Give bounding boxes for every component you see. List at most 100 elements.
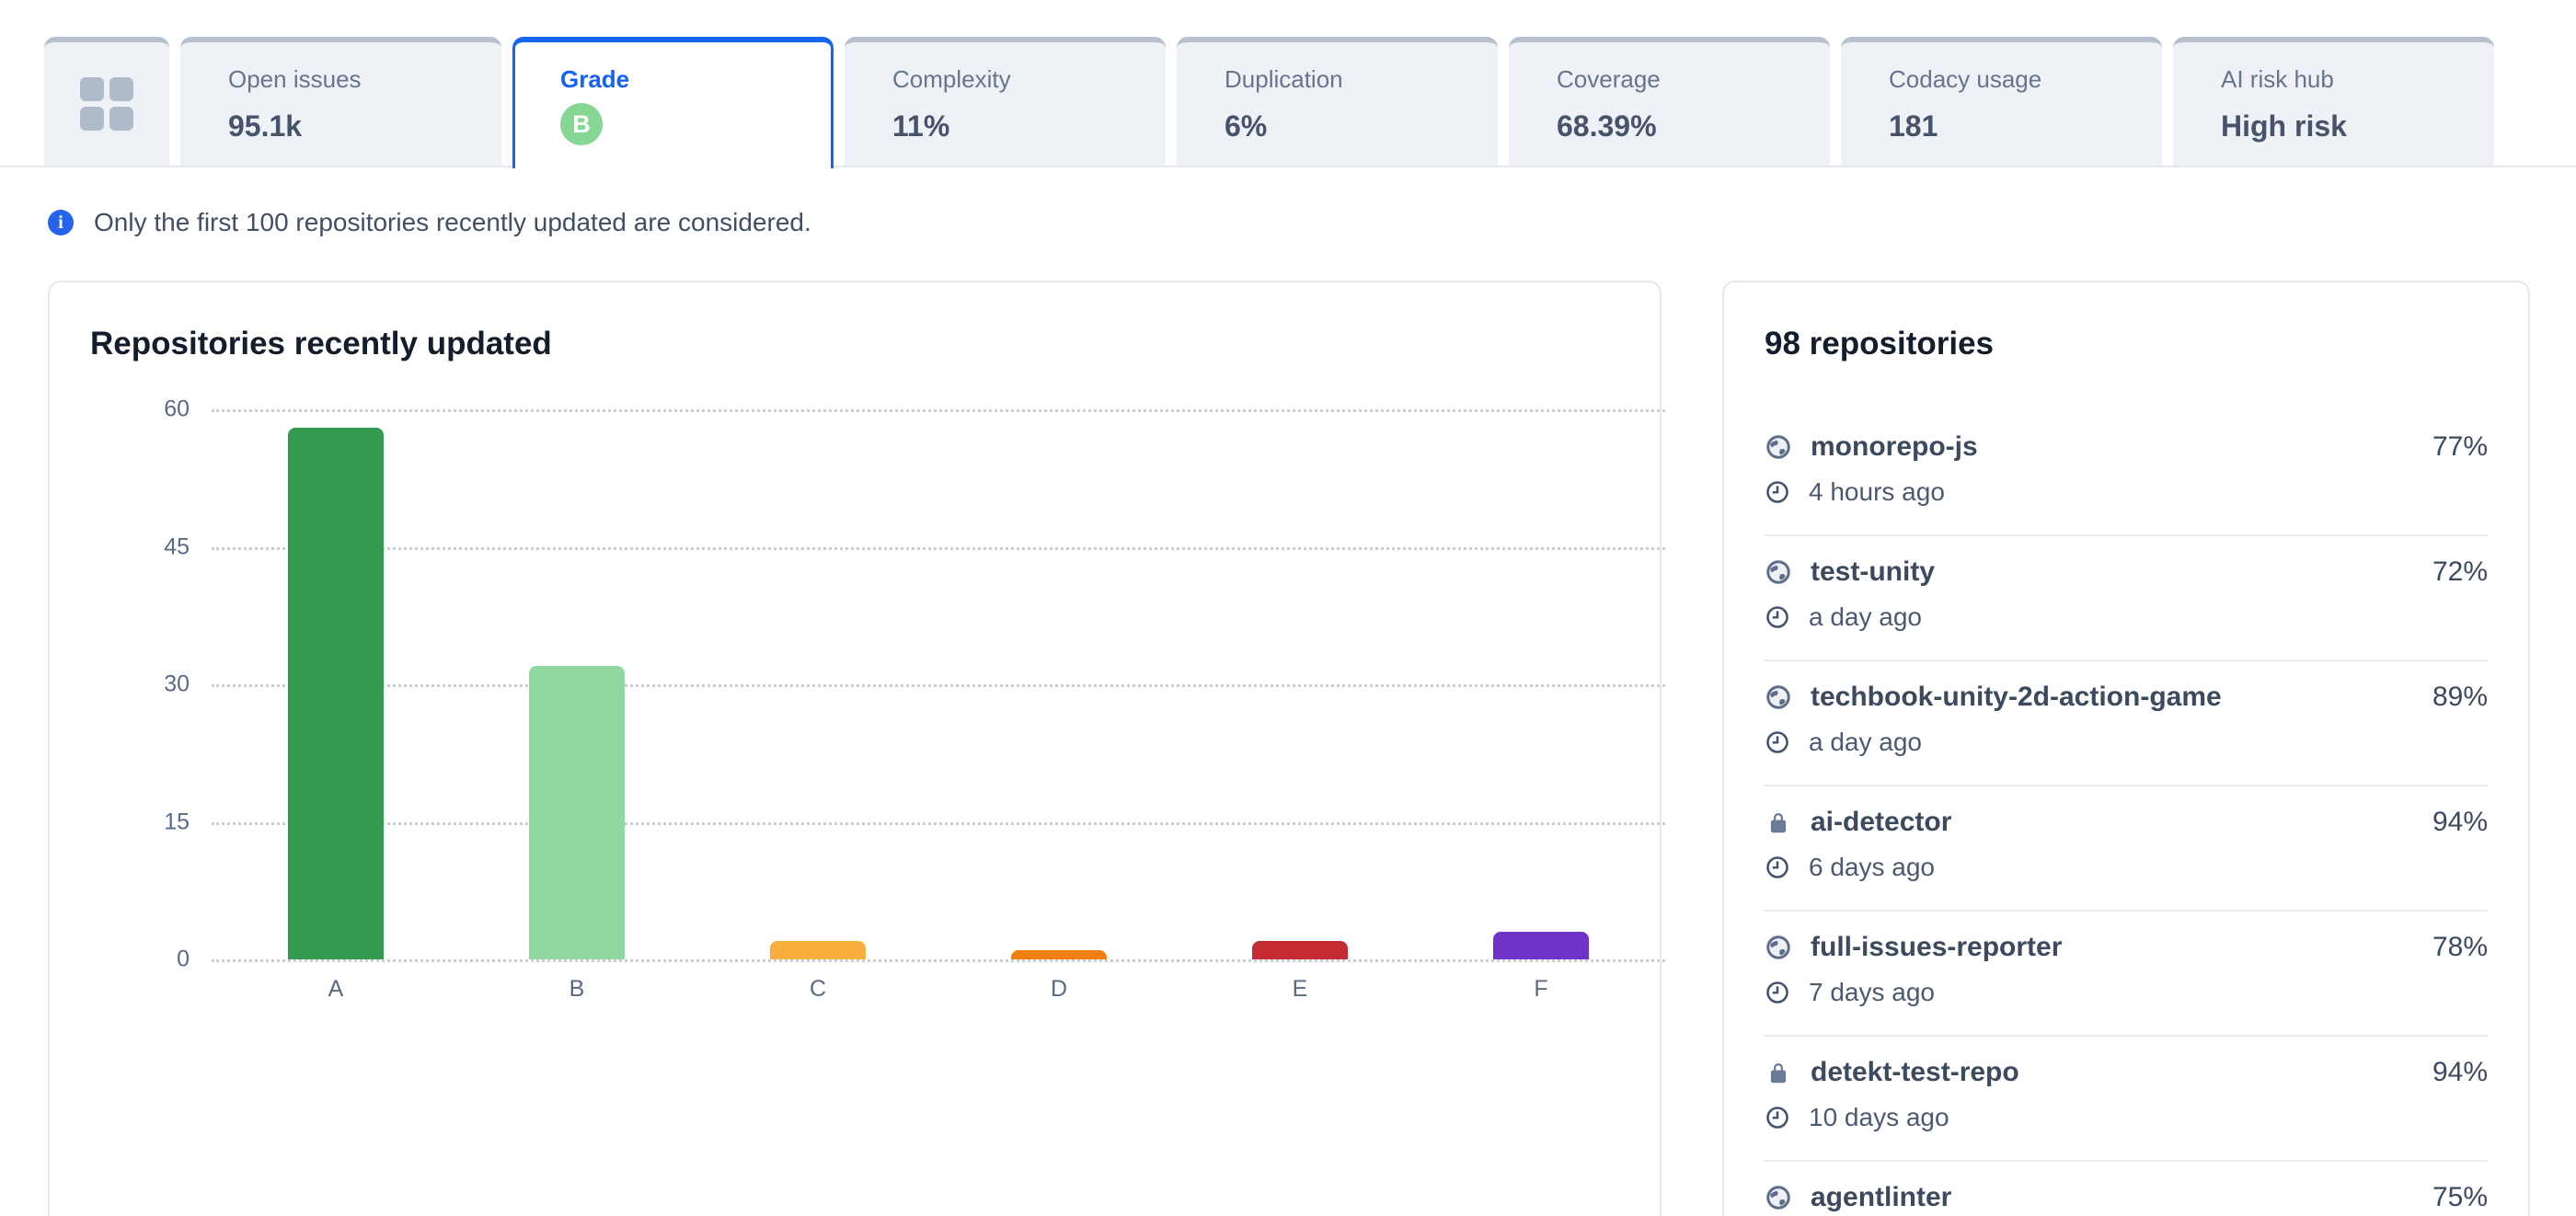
repository-grade-percent: 94%: [2432, 807, 2488, 837]
tab-grade[interactable]: Grade B: [512, 37, 834, 168]
repository-grade-percent: 94%: [2432, 1057, 2488, 1087]
globe-icon: [1765, 558, 1792, 586]
tab-label: Codacy usage: [1889, 65, 2042, 93]
repository-updated-time: a day ago: [1809, 728, 1922, 756]
globe-icon: [1765, 1184, 1792, 1211]
globe-icon: [1765, 934, 1792, 961]
repository-grade-percent: 77%: [2432, 431, 2488, 462]
tab-label: Coverage: [1557, 65, 1661, 93]
tab-duplication[interactable]: Duplication 6%: [1177, 37, 1498, 166]
repository-main-line: techbook-unity-2d-action-game 89%: [1765, 680, 2488, 715]
repository-main-line: monorepo-js 77%: [1765, 430, 2488, 465]
repository-main-line: agentlinter 75%: [1765, 1180, 2488, 1215]
chart-gridline: [212, 821, 1665, 825]
tab-value: 181: [1889, 109, 1938, 143]
repository-updated-line: 10 days ago: [1765, 1103, 2488, 1132]
repository-name[interactable]: agentlinter: [1811, 1182, 1952, 1212]
tab-label: Grade: [560, 65, 630, 93]
tab-overview[interactable]: [44, 37, 169, 166]
repositories-card: 98 repositories monorepo-js 77% 4 hours ag…: [1722, 281, 2530, 1216]
repository-updated-line: a day ago: [1765, 728, 2488, 757]
repository-row[interactable]: test-unity 72% a day ago: [1765, 536, 2488, 661]
y-axis-tick: 30: [164, 671, 190, 697]
repository-list: monorepo-js 77% 4 hours ago test-unity 72% a …: [1765, 411, 2488, 1216]
y-axis-tick: 15: [164, 809, 190, 834]
repository-updated-time: 4 hours ago: [1809, 477, 1945, 506]
metric-tabbar: Open issues 95.1k Grade B Complexity 11% Dupli…: [44, 37, 2494, 168]
repository-updated-time: 7 days ago: [1809, 978, 1935, 1006]
clock-icon: [1765, 980, 1790, 1005]
repository-grade-percent: 78%: [2432, 932, 2488, 962]
grade-b-badge: B: [560, 103, 603, 145]
chart-card: Repositories recently updated 0 15 30 45 60 A…: [48, 281, 1665, 1216]
tab-codacy-usage[interactable]: Codacy usage 181: [1841, 37, 2162, 166]
x-axis-label: A: [328, 976, 344, 1002]
repository-grade-percent: 72%: [2432, 556, 2488, 587]
repository-grade-percent: 89%: [2432, 682, 2488, 712]
repository-grade-percent: 75%: [2432, 1182, 2488, 1212]
tab-ai-risk-hub[interactable]: AI risk hub High risk: [2173, 37, 2494, 166]
y-axis-tick: 0: [177, 946, 190, 972]
grade-bar-f: [1493, 932, 1589, 959]
repositories-count-title: 98 repositories: [1765, 326, 1994, 361]
repository-row[interactable]: monorepo-js 77% 4 hours ago: [1765, 411, 2488, 536]
clock-icon: [1765, 729, 1790, 755]
chart-gridline: [212, 409, 1665, 412]
repository-name[interactable]: detekt-test-repo: [1811, 1057, 2019, 1087]
repository-name[interactable]: full-issues-reporter: [1811, 932, 2063, 962]
repository-main-line: test-unity 72%: [1765, 555, 2488, 590]
grade-bar-d: [1011, 950, 1107, 959]
tab-value: 68.39%: [1557, 109, 1657, 143]
x-axis-label: E: [1292, 976, 1308, 1002]
tab-value: High risk: [2221, 109, 2347, 143]
repository-row[interactable]: ai-detector 94% 6 days ago: [1765, 786, 2488, 912]
grade-bar-c: [770, 941, 866, 959]
tab-value: 6%: [1225, 109, 1268, 143]
grade-bar-b: [529, 666, 625, 959]
repository-updated-line: 6 days ago: [1765, 853, 2488, 882]
repository-updated-time: 6 days ago: [1809, 853, 1935, 881]
globe-icon: [1765, 683, 1792, 711]
x-axis-label: C: [809, 976, 827, 1002]
grid-overview-icon: [80, 77, 133, 131]
clock-icon: [1765, 604, 1790, 630]
chart-gridline: [212, 684, 1665, 687]
repository-updated-time: a day ago: [1809, 602, 1922, 631]
tab-complexity[interactable]: Complexity 11%: [845, 37, 1166, 166]
repository-row[interactable]: detekt-test-repo 94% 10 days ago: [1765, 1037, 2488, 1162]
repository-main-line: detekt-test-repo 94%: [1765, 1055, 2488, 1090]
tab-value: 95.1k: [228, 109, 303, 143]
x-axis-label: F: [1534, 976, 1548, 1002]
tab-label: Complexity: [892, 65, 1011, 93]
repository-updated-line: 4 hours ago: [1765, 477, 2488, 507]
grade-bar-a: [288, 428, 384, 959]
tab-label: Duplication: [1225, 65, 1343, 93]
globe-icon: [1765, 433, 1792, 461]
repository-name[interactable]: test-unity: [1811, 556, 1935, 587]
repository-updated-time: 10 days ago: [1809, 1103, 1949, 1131]
tabbar-divider: [0, 166, 2576, 167]
repository-row[interactable]: techbook-unity-2d-action-game 89% a day ag…: [1765, 661, 2488, 786]
repository-updated-line: 7 days ago: [1765, 978, 2488, 1007]
repository-row[interactable]: agentlinter 75%: [1765, 1162, 2488, 1216]
tab-value: 11%: [892, 109, 950, 143]
tab-label: AI risk hub: [2221, 65, 2334, 93]
repository-name[interactable]: ai-detector: [1811, 807, 1952, 837]
clock-icon: [1765, 1105, 1790, 1130]
info-icon: i: [48, 210, 74, 235]
tab-label: Open issues: [228, 65, 362, 93]
chart-title: Repositories recently updated: [90, 326, 552, 361]
y-axis-tick: 45: [164, 533, 190, 559]
clock-icon: [1765, 855, 1790, 880]
repository-updated-line: a day ago: [1765, 602, 2488, 632]
tab-open-issues[interactable]: Open issues 95.1k: [180, 37, 501, 166]
repository-main-line: full-issues-reporter 78%: [1765, 930, 2488, 965]
repository-name[interactable]: techbook-unity-2d-action-game: [1811, 682, 2222, 712]
repository-row[interactable]: full-issues-reporter 78% 7 days ago: [1765, 912, 2488, 1037]
tab-coverage[interactable]: Coverage 68.39%: [1509, 37, 1830, 166]
chart-gridline: [212, 959, 1665, 962]
lock-icon: [1765, 1059, 1792, 1086]
y-axis-tick: 60: [164, 396, 190, 422]
repository-name[interactable]: monorepo-js: [1811, 431, 1978, 462]
